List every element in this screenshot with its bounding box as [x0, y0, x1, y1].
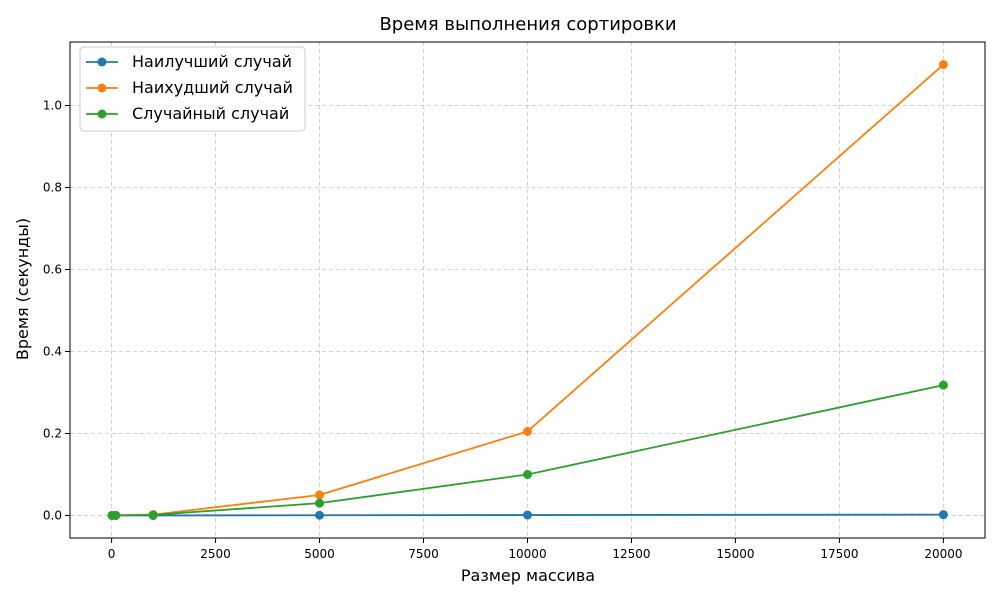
legend-marker [97, 83, 107, 93]
legend-marker [97, 109, 107, 119]
data-point [315, 510, 325, 520]
x-tick-label: 2500 [200, 547, 231, 561]
x-axis-label: Размер массива [461, 566, 595, 585]
data-point [523, 426, 532, 436]
x-tick-label: 7500 [408, 547, 439, 561]
y-tick-label: 0.6 [43, 263, 62, 277]
data-point [148, 510, 158, 520]
legend: Наилучший случай Наихудший случай Случайны… [79, 46, 306, 132]
x-tick-label: 12500 [612, 547, 650, 561]
y-tick-label: 0.8 [43, 181, 62, 195]
series-lines [107, 60, 948, 520]
legend-marker [97, 57, 107, 67]
data-point [523, 469, 532, 479]
legend-label: Случайный случай [132, 104, 289, 123]
series-1 [107, 510, 948, 520]
legend-label: Наихудший случай [132, 78, 293, 97]
y-tick-label: 1.0 [43, 99, 62, 113]
data-point [938, 60, 948, 70]
x-tick-label: 15000 [716, 547, 754, 561]
x-tick-label: 17500 [820, 547, 858, 561]
y-tick-label: 0.0 [43, 508, 62, 522]
data-point [938, 380, 948, 390]
data-point [315, 498, 325, 508]
x-tick-label: 10000 [508, 547, 546, 561]
x-tick-label: 0 [108, 547, 116, 561]
x-tick-label: 5000 [304, 547, 335, 561]
x-tick-label: 20000 [924, 547, 962, 561]
chart-title: Время выполнения сортировки [379, 14, 676, 35]
data-point [315, 490, 325, 500]
series-3 [107, 380, 948, 520]
y-axis-ticks: 0.0 0.2 0.4 0.6 0.8 1.0 [43, 99, 70, 522]
y-axis-label: Время (секунды) [13, 218, 32, 360]
legend-item: Случайный случай [86, 104, 289, 123]
data-point [938, 510, 948, 520]
data-point [111, 510, 121, 520]
y-tick-label: 0.2 [43, 426, 62, 440]
legend-label: Наилучший случай [132, 52, 292, 71]
legend-box [79, 46, 306, 132]
legend-item: Наилучший случай [86, 52, 292, 71]
legend-item: Наихудший случай [86, 78, 293, 97]
data-point [523, 510, 532, 520]
y-tick-label: 0.4 [43, 344, 62, 358]
x-axis-ticks: 0 2500 5000 7500 10000 12500 15000 17500 20000 [108, 538, 963, 561]
